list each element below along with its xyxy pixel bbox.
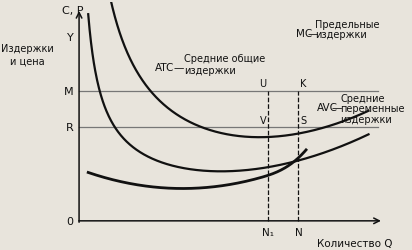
Text: R: R (66, 122, 74, 132)
Text: —: — (308, 29, 318, 39)
Text: издержки: издержки (315, 30, 367, 40)
Text: Средние: Средние (340, 94, 385, 104)
Text: V: V (260, 116, 267, 125)
Text: переменные: переменные (340, 104, 405, 114)
Text: —: — (173, 63, 184, 73)
Text: AVC: AVC (317, 103, 338, 113)
Text: Предельные: Предельные (315, 20, 380, 30)
Text: Издержки
и цена: Издержки и цена (1, 44, 54, 66)
Text: N: N (295, 227, 302, 237)
Text: ATC: ATC (155, 63, 175, 73)
Text: U: U (259, 79, 267, 89)
Text: Количество Q: Количество Q (316, 238, 392, 248)
Text: K: K (300, 79, 307, 89)
Text: издержки: издержки (340, 114, 392, 124)
Text: MC: MC (296, 29, 312, 39)
Text: Y: Y (67, 33, 74, 43)
Text: S: S (300, 116, 306, 125)
Text: издержки: издержки (184, 66, 236, 76)
Text: M: M (64, 87, 74, 97)
Text: C, P: C, P (61, 6, 83, 16)
Text: Средние общие: Средние общие (184, 54, 265, 64)
Text: —: — (332, 103, 342, 113)
Text: 0: 0 (67, 216, 74, 226)
Text: N₁: N₁ (262, 227, 274, 237)
